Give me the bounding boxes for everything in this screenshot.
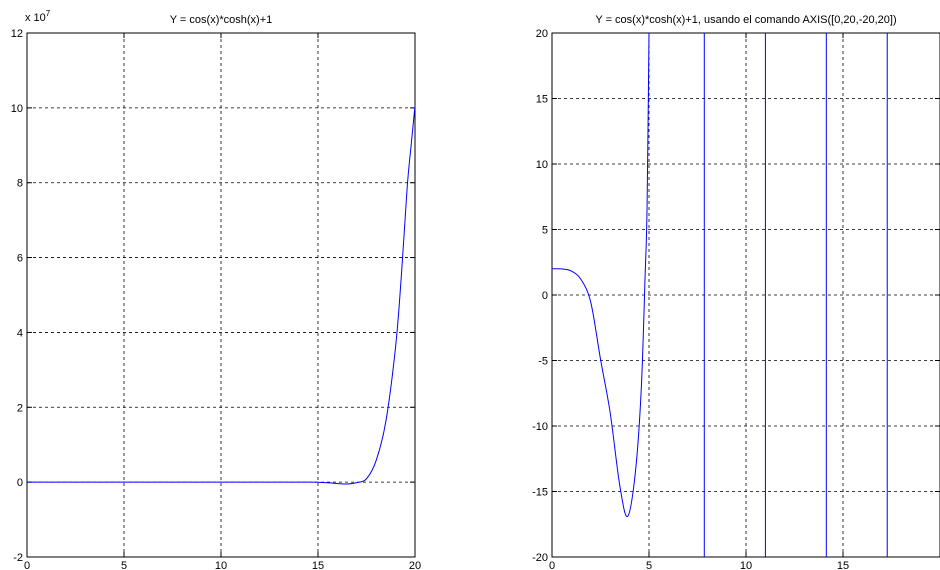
x-tick-label: 0	[549, 560, 555, 570]
y-tick-label: 20	[536, 28, 548, 40]
y-tick-label: -2	[13, 552, 23, 564]
y-tick-label: -15	[532, 487, 548, 499]
x-tick-label: 5	[646, 560, 652, 570]
x-tick-label: 20	[409, 560, 421, 570]
chart-2-tick-labels: 0 5 10 15 -20 -15 -10 -5 0 5 10 15 20	[532, 28, 849, 570]
x-tick-label: 10	[740, 560, 752, 570]
chart-2: 0 5 10 15 -20 -15 -10 -5 0 5 10 15 20 Y = cos(x)*cos…	[532, 14, 940, 570]
chart-1-series-line	[27, 106, 415, 484]
y-tick-label: 2	[17, 402, 23, 414]
y-tick-label: 0	[542, 290, 548, 302]
chart-2-grid	[552, 33, 940, 557]
chart-2-series-line	[552, 33, 649, 517]
y-tick-label: 5	[542, 225, 548, 237]
y-tick-label: 4	[17, 327, 23, 339]
x-tick-label: 10	[215, 560, 227, 570]
y-tick-label: 12	[11, 28, 23, 40]
chart-2-title: Y = cos(x)*cosh(x)+1, usando el comando …	[595, 14, 896, 26]
chart-1-exponent-power: 7	[46, 9, 51, 18]
y-tick-label: 6	[17, 253, 23, 265]
x-tick-label: 0	[24, 560, 30, 570]
y-tick-label: -20	[532, 552, 548, 564]
y-tick-label: -5	[538, 356, 548, 368]
x-tick-label: 15	[312, 560, 324, 570]
y-tick-label: 15	[536, 94, 548, 106]
y-tick-label: 0	[17, 477, 23, 489]
chart-1-grid	[27, 33, 415, 557]
y-tick-label: 10	[536, 159, 548, 171]
chart-1-exponent-label: x 107	[25, 9, 51, 24]
x-tick-label: 5	[121, 560, 127, 570]
y-tick-label: -10	[532, 421, 548, 433]
y-tick-label: 10	[11, 103, 23, 115]
y-tick-label: 8	[17, 178, 23, 190]
chart-1-title: Y = cos(x)*cosh(x)+1	[170, 14, 273, 26]
chart-1-exponent-base: x 10	[25, 12, 46, 24]
x-tick-label: 15	[837, 560, 849, 570]
